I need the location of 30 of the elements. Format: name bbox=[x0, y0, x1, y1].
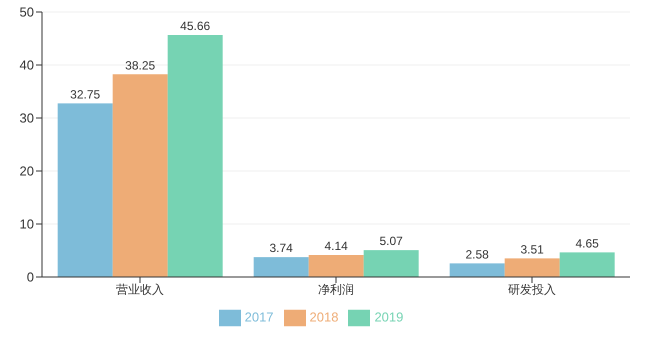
bar bbox=[560, 252, 615, 277]
bar bbox=[450, 263, 505, 277]
data-label: 45.66 bbox=[180, 19, 211, 33]
x-tick-label: 净利润 bbox=[318, 282, 354, 297]
y-tick-label: 20 bbox=[20, 164, 34, 179]
y-tick-label: 50 bbox=[20, 4, 34, 20]
data-label: 3.51 bbox=[520, 242, 544, 256]
y-tick-label: 0 bbox=[26, 270, 34, 285]
legend-label: 2019 bbox=[374, 309, 404, 324]
data-label: 4.65 bbox=[576, 236, 600, 250]
y-tick-label: 40 bbox=[20, 58, 34, 73]
y-tick-label: 30 bbox=[20, 110, 34, 126]
bar bbox=[168, 35, 223, 277]
data-label: 4.14 bbox=[324, 239, 348, 254]
legend-label: 2017 bbox=[244, 309, 274, 324]
data-label: 2.58 bbox=[466, 247, 490, 262]
bar bbox=[58, 103, 113, 277]
bar bbox=[504, 258, 560, 277]
legend-label: 2018 bbox=[310, 309, 338, 324]
bar bbox=[308, 255, 364, 277]
data-label: 32.75 bbox=[70, 87, 101, 102]
data-label: 38.25 bbox=[125, 58, 156, 72]
bar bbox=[112, 74, 168, 277]
bar bbox=[254, 257, 309, 277]
y-tick-label: 10 bbox=[20, 216, 34, 232]
data-label: 3.74 bbox=[270, 241, 294, 256]
data-label: 5.07 bbox=[380, 234, 404, 248]
bar bbox=[364, 250, 419, 277]
x-tick-label: 营业收入 bbox=[116, 282, 164, 297]
x-tick-label: 研发投入 bbox=[508, 282, 556, 297]
